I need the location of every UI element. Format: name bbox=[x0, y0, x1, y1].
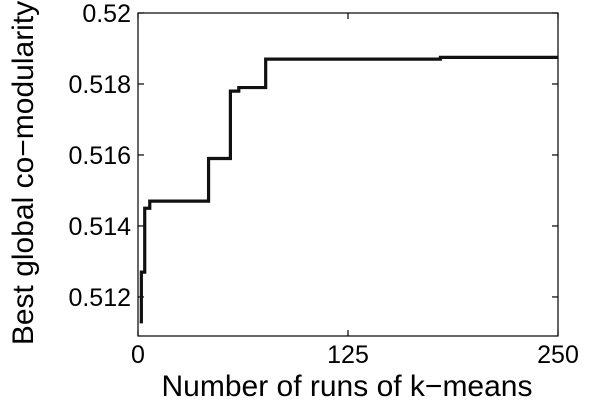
x-tick-label: 125 bbox=[327, 341, 369, 369]
y-tick-label: 0.52 bbox=[82, 0, 131, 28]
y-tick-label: 0.512 bbox=[68, 284, 131, 312]
series-line bbox=[139, 55, 558, 324]
plot-marks: 0 125 250 0.512 0.514 0.516 0.518 0.52 bbox=[68, 0, 578, 369]
x-tick-label: 250 bbox=[537, 341, 579, 369]
y-tick-label: 0.514 bbox=[68, 213, 131, 241]
y-tick-label: 0.516 bbox=[68, 142, 131, 170]
x-axis-label: Number of runs of k−means bbox=[161, 370, 532, 403]
x-tick-label: 0 bbox=[131, 341, 145, 369]
y-tick-label: 0.518 bbox=[68, 71, 131, 99]
y-axis-label: Best global co−modularity bbox=[7, 1, 40, 345]
